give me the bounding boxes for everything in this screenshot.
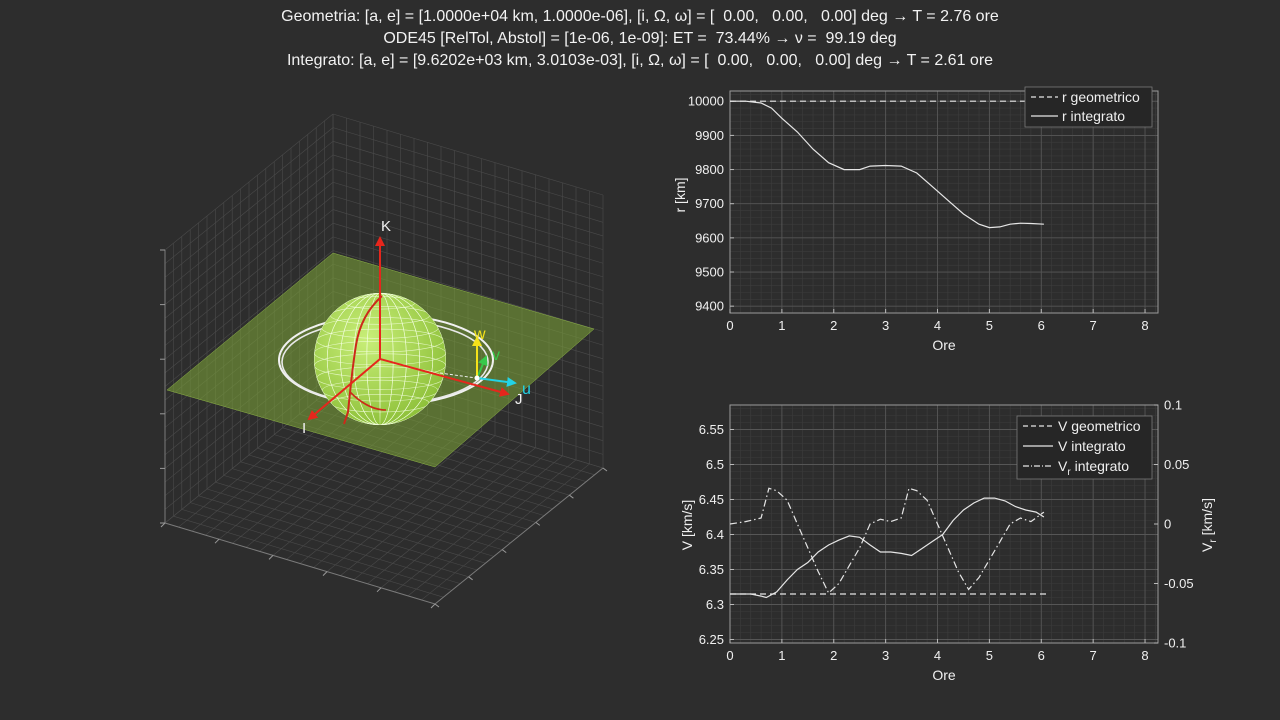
k-axis-label: K — [381, 218, 391, 235]
velocity-chart-xlabel: Ore — [932, 667, 956, 683]
y-tick-label: 9400 — [695, 299, 724, 314]
y-tick-label: 6.3 — [706, 597, 724, 612]
ground-track — [343, 295, 383, 425]
x-tick-label: 5 — [986, 318, 993, 333]
y-tick-label: 9900 — [695, 128, 724, 143]
x-tick-label: 3 — [882, 648, 889, 663]
y-right-tick-label: 0.05 — [1164, 457, 1189, 472]
series-line — [730, 100, 1044, 229]
i-axis-label: I — [302, 420, 306, 437]
legend-v-integrated: V integrato — [1058, 438, 1126, 454]
x-tick-label: 7 — [1090, 648, 1097, 663]
v-axis-label: v — [492, 347, 500, 364]
series-line — [730, 497, 1045, 599]
y-tick-label: 6.55 — [699, 422, 724, 437]
axes-box-ticks — [160, 249, 608, 609]
x-tick-label: 4 — [934, 648, 941, 663]
velocity-chart-ticks: 0 1 2 3 4 5 6 7 8 6.25 6.3 6.35 6.4 6.45 6.5 6.55 -0.1 -0… — [699, 398, 1194, 664]
y-tick-label: 9800 — [695, 162, 724, 177]
velocity-chart-legend: V geometrico V integrato Vr integrato — [1016, 415, 1153, 480]
radius-chart-legend: r geometrico r integrato — [1024, 86, 1153, 128]
x-tick-label: 7 — [1090, 318, 1097, 333]
y-right-tick-label: -0.1 — [1164, 636, 1186, 651]
title-line-1: Geometria: [a, e] = [1.0000e+04 km, 1.00… — [281, 8, 999, 25]
y-tick-label: 10000 — [688, 94, 724, 109]
j-axis-label: J — [515, 391, 523, 408]
velocity-chart-grid — [729, 405, 1158, 643]
y-tick-label: 6.5 — [706, 457, 724, 472]
velocity-chart-series — [729, 487, 1047, 599]
y-tick-label: 9700 — [695, 196, 724, 211]
y-right-tick-label: 0 — [1164, 517, 1171, 532]
x-tick-label: 2 — [830, 648, 837, 663]
radius-chart-series — [730, 100, 1047, 229]
legend-vr-integrated: Vr integrato — [1058, 458, 1129, 478]
title-line-2: ODE45 [RelTol, Abstol] = [1e-06, 1e-09]:… — [383, 30, 897, 47]
x-tick-label: 2 — [830, 318, 837, 333]
i-axis-arrow — [307, 358, 381, 421]
satellite-marker — [474, 375, 480, 381]
radius-chart-xlabel: Ore — [932, 337, 956, 353]
y-tick-label: 6.35 — [699, 562, 724, 577]
x-tick-label: 6 — [1038, 648, 1045, 663]
w-axis-label: w — [473, 326, 486, 343]
y-tick-label: 6.4 — [706, 527, 724, 542]
u-axis-label: u — [522, 381, 531, 398]
x-tick-label: 4 — [934, 318, 941, 333]
legend-r-geometric: r geometrico — [1062, 89, 1140, 105]
x-tick-label: 1 — [778, 318, 785, 333]
x-tick-label: 5 — [986, 648, 993, 663]
title-line-3: Integrato: [a, e] = [9.6202e+03 km, 3.01… — [286, 52, 994, 69]
x-tick-label: 0 — [726, 318, 733, 333]
x-tick-label: 0 — [726, 648, 733, 663]
ground-track-equator — [349, 391, 387, 411]
x-tick-label: 1 — [778, 648, 785, 663]
v-axis-arrow — [476, 355, 488, 379]
y-tick-label: 6.45 — [699, 492, 724, 507]
velocity-chart-ylabel: V [km/s] — [679, 500, 695, 551]
orbit-3d-scene[interactable]: K I J u v w — [0, 0, 660, 720]
series-line — [729, 487, 1045, 594]
velocity-chart-ylabel-right: Vr [km/s] — [1199, 498, 1219, 552]
radius-chart-ticks: 0 1 2 3 4 5 6 7 8 9400 9500 9600 9700 9800 9900 10000 — [688, 94, 1149, 333]
velocity-chart-frame — [729, 404, 1159, 644]
j-axis-arrow — [379, 358, 510, 397]
y-tick-label: 6.25 — [699, 632, 724, 647]
x-tick-label: 8 — [1141, 318, 1148, 333]
radial-line — [439, 372, 477, 379]
x-tick-label: 6 — [1038, 318, 1045, 333]
radius-chart-grid — [729, 91, 1158, 314]
y-right-tick-label: 0.1 — [1164, 398, 1182, 413]
x-tick-label: 8 — [1141, 648, 1148, 663]
y-right-tick-label: -0.05 — [1164, 576, 1194, 591]
legend-r-integrated: r integrato — [1062, 108, 1125, 124]
radius-chart-frame — [729, 90, 1159, 314]
radius-chart-ylabel: r [km] — [672, 178, 688, 213]
u-axis-arrow — [476, 376, 517, 387]
y-tick-label: 9500 — [695, 265, 724, 280]
x-tick-label: 3 — [882, 318, 889, 333]
legend-v-geometric: V geometrico — [1058, 418, 1141, 434]
y-tick-label: 9600 — [695, 230, 724, 245]
